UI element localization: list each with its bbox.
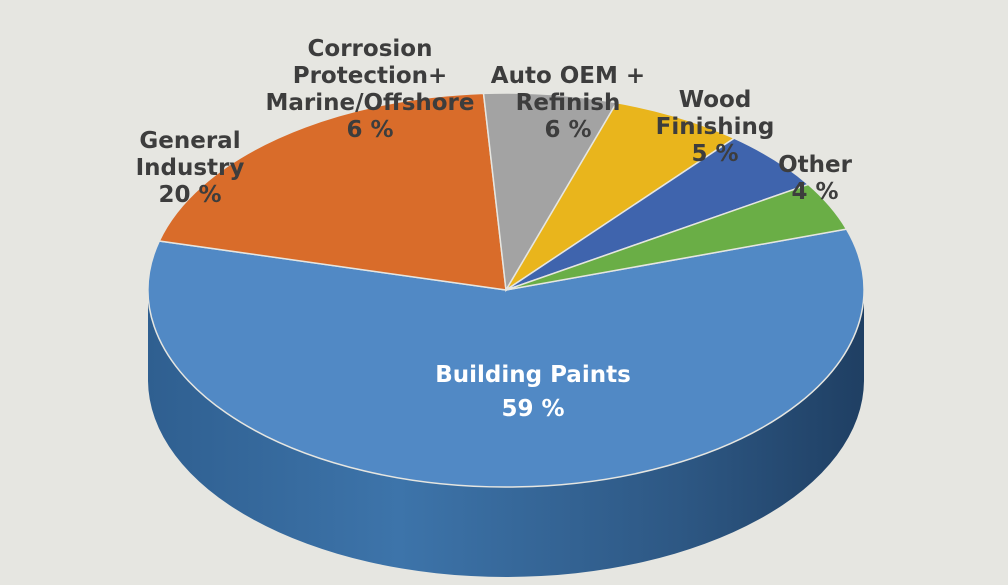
label-line: Corrosion bbox=[307, 36, 433, 62]
slice-general-industry bbox=[158, 92, 507, 291]
label-corrosion-protection: Corrosion Protection+ Marine/Offshore 6 … bbox=[250, 36, 490, 144]
label-line: Wood bbox=[678, 87, 752, 113]
pie-top-layer bbox=[147, 92, 865, 488]
pie-side-layer bbox=[148, 290, 864, 577]
label-percent: 59 % bbox=[501, 396, 565, 422]
label-auto-oem: Auto OEM + Refinish 6 % bbox=[478, 63, 658, 144]
label-line: Finishing bbox=[655, 114, 775, 140]
label-percent: 4 % bbox=[791, 179, 839, 205]
label-line: Protection+ bbox=[292, 63, 448, 89]
label-building-paints: Building Paints 59 % bbox=[400, 358, 666, 426]
label-percent: 6 % bbox=[544, 117, 592, 143]
label-line: Refinish bbox=[515, 90, 621, 116]
label-general-industry: General Industry 20 % bbox=[100, 128, 280, 209]
label-percent: 5 % bbox=[691, 141, 739, 167]
label-line: Marine/Offshore bbox=[265, 90, 475, 116]
slice-building-paints bbox=[147, 228, 865, 488]
label-percent: 6 % bbox=[346, 117, 394, 143]
pie-side-wall bbox=[148, 290, 864, 577]
label-wood-finishing: Wood Finishing 5 % bbox=[640, 87, 790, 168]
label-line: Industry bbox=[135, 155, 245, 181]
label-line: Auto OEM + bbox=[490, 63, 646, 89]
slice-auto-oem bbox=[505, 101, 736, 291]
label-line: General bbox=[139, 128, 241, 154]
label-line: Other bbox=[778, 152, 852, 178]
label-other: Other 4 % bbox=[760, 152, 870, 206]
label-line: Building Paints bbox=[435, 362, 631, 388]
slice-other bbox=[505, 183, 848, 291]
slice-corrosion-protection bbox=[482, 92, 618, 293]
label-percent: 20 % bbox=[158, 182, 222, 208]
